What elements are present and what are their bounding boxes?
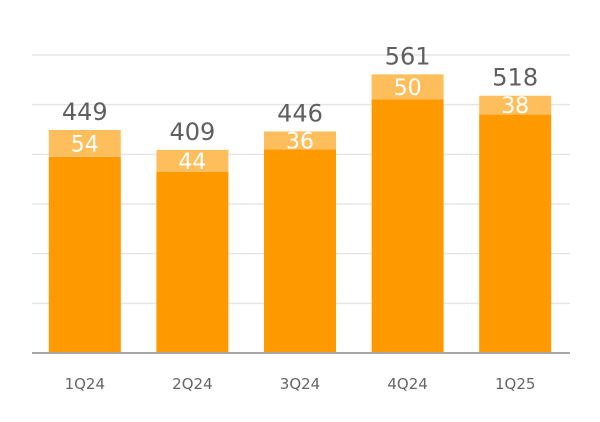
x-tick-label: 4Q24: [387, 375, 427, 393]
bar-segment-base: [264, 149, 336, 353]
total-value-label: 449: [62, 98, 108, 126]
segment-value-label: 54: [71, 132, 99, 157]
segment-value-label: 36: [286, 129, 314, 154]
segment-value-label: 38: [501, 94, 529, 119]
total-value-label: 409: [169, 118, 215, 146]
total-value-label: 518: [492, 64, 538, 92]
x-tick-label: 1Q24: [65, 375, 105, 393]
total-value-label: 561: [385, 42, 431, 70]
bar-segment-top: [264, 131, 336, 150]
bar-segment-base: [156, 171, 229, 353]
total-value-label: 446: [277, 99, 323, 127]
x-tick-label: 1Q25: [495, 375, 535, 393]
x-tick-label: 3Q24: [280, 375, 320, 393]
bar-segment-base: [479, 114, 552, 353]
segment-value-label: 44: [178, 150, 206, 175]
segment-value-label: 50: [394, 76, 422, 101]
bar-segment-top: [371, 74, 444, 100]
bar-segment-base: [48, 156, 121, 353]
bar-segment-base: [371, 99, 444, 353]
bar-segment-top: [156, 149, 229, 172]
bar-segment-top: [48, 129, 121, 157]
bars: [48, 74, 552, 353]
bar-segment-top: [479, 95, 552, 115]
x-tick-label: 2Q24: [172, 375, 212, 393]
